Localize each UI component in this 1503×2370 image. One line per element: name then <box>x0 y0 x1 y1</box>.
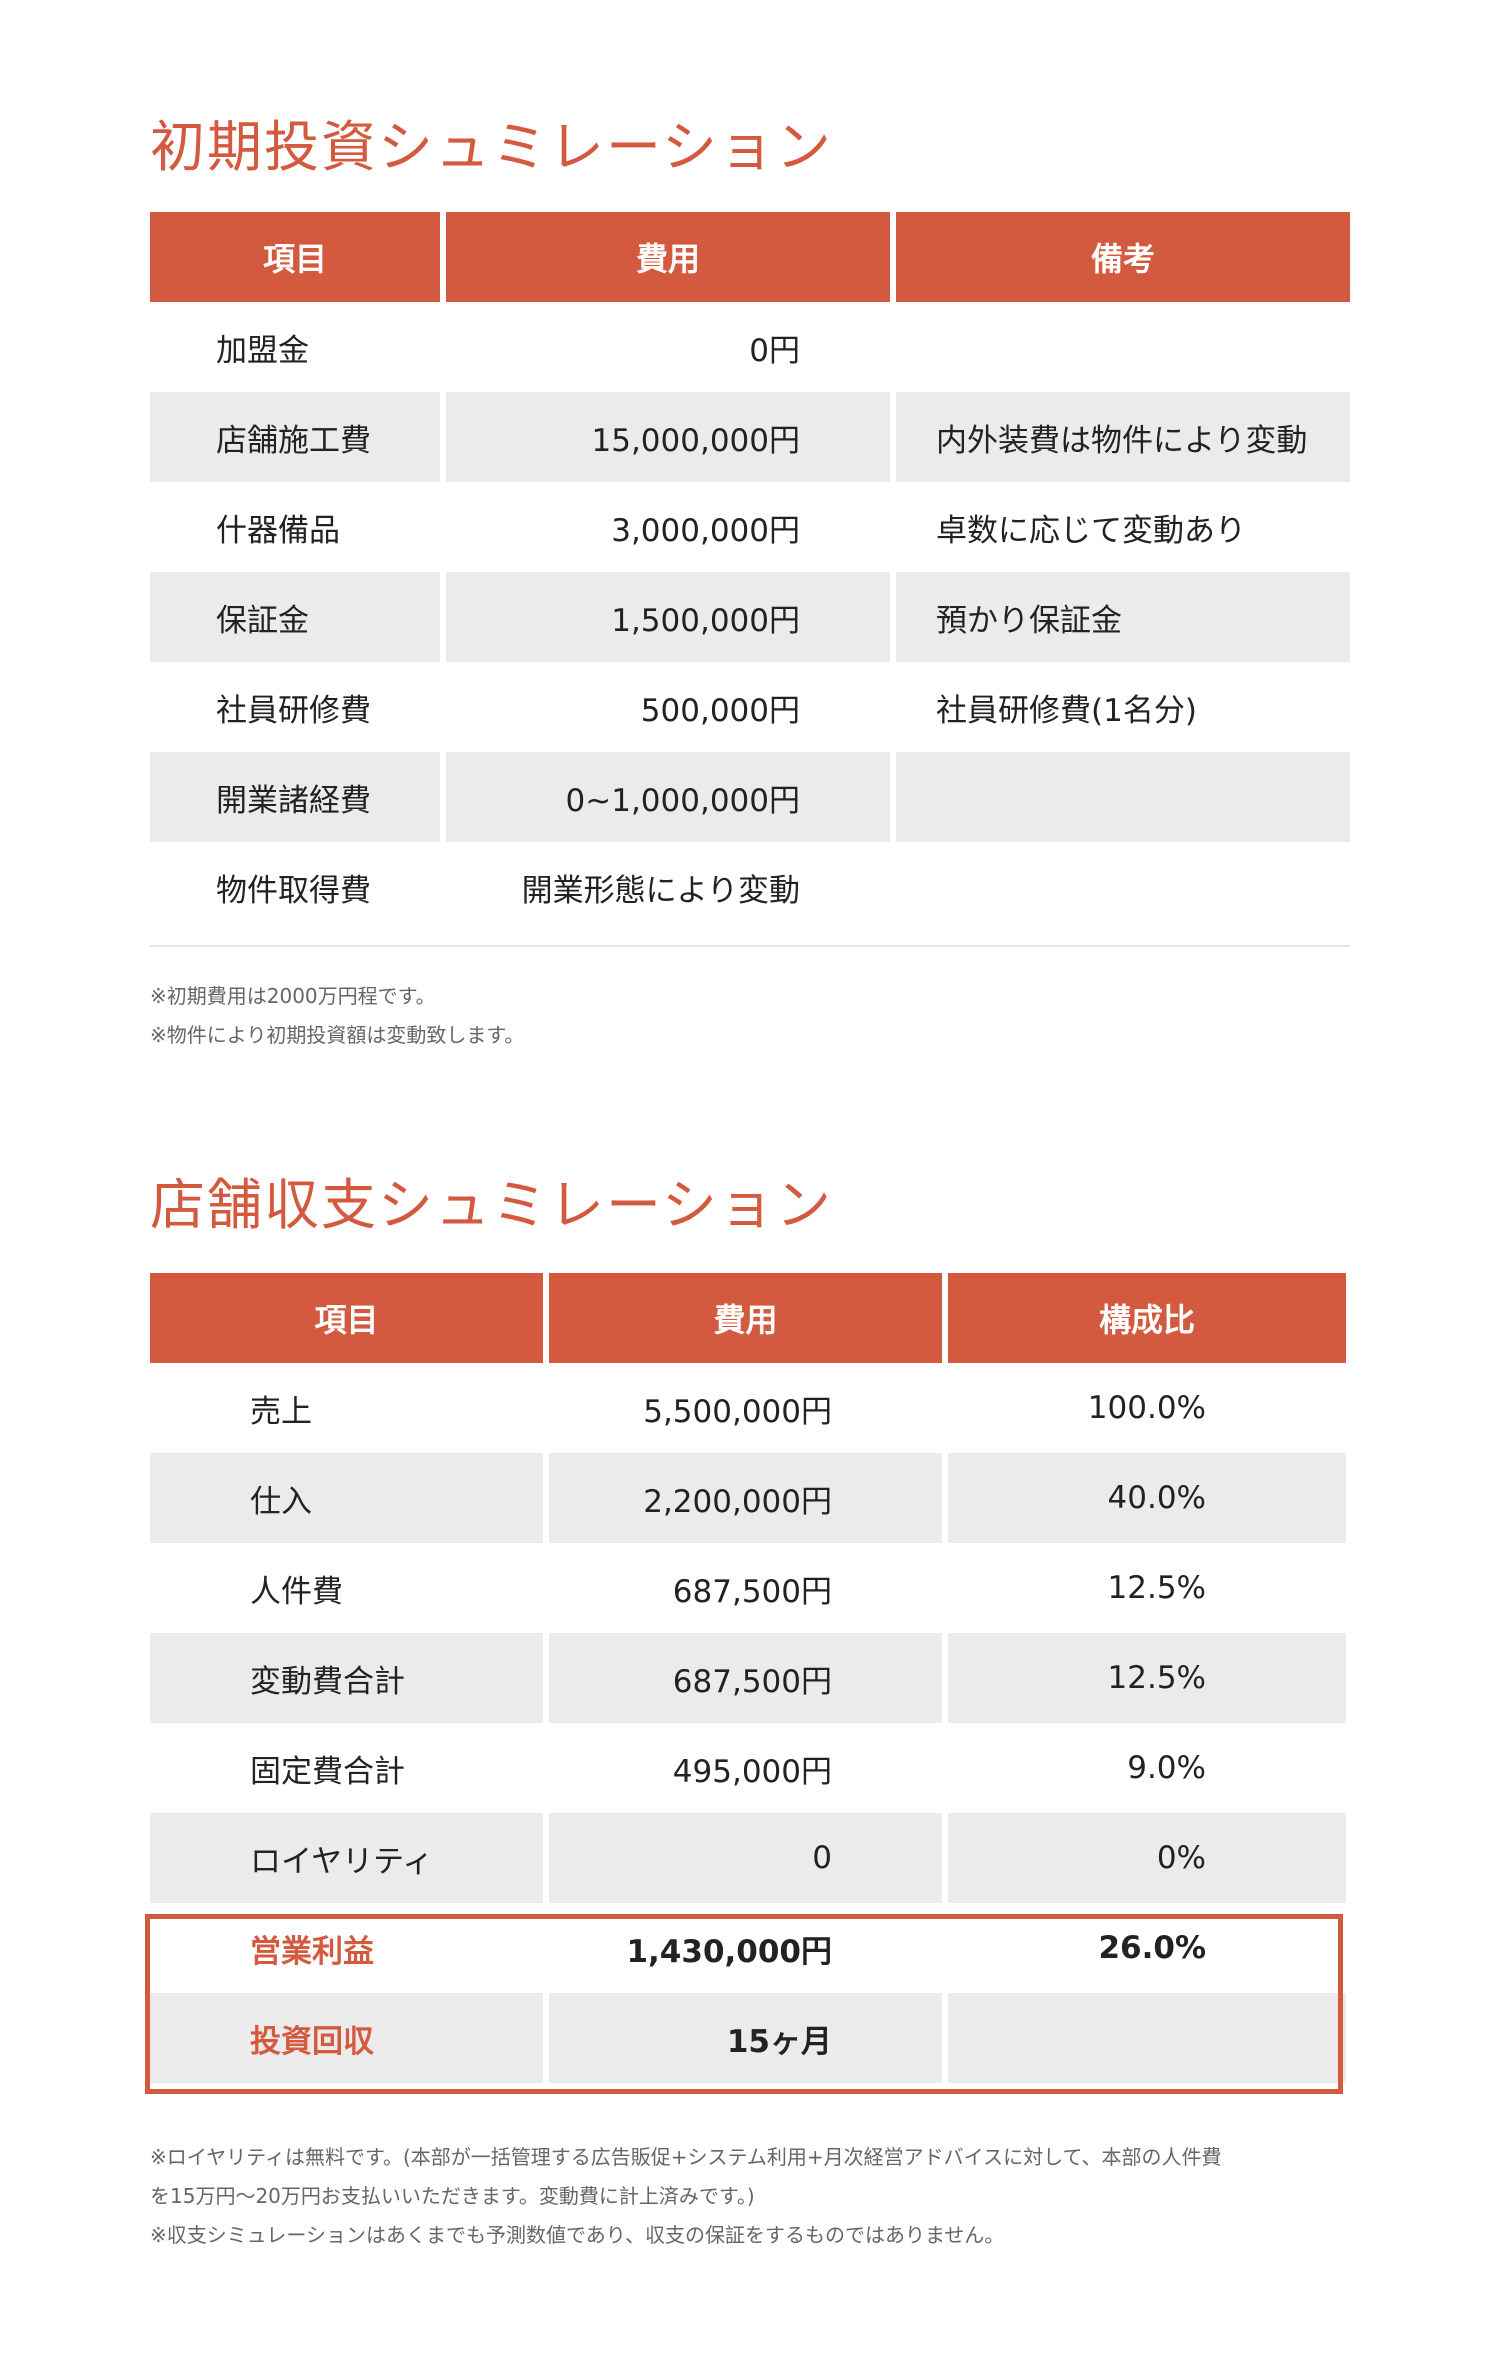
note-line: ※物件により初期投資額は変動致します。 <box>150 1023 525 1047</box>
row-item: 売上 <box>250 1393 312 1430</box>
note-line: ※ロイヤリティは無料です。(本部が一括管理する広告販促+システム利用+月次経営ア… <box>150 2145 1222 2169</box>
row-cost: 15,000,000円 <box>446 392 890 482</box>
store-revenue-title: 店舗収支シュミレーション <box>150 1173 833 1237</box>
row-ratio: 9.0% <box>1127 1750 1206 1786</box>
row-cost: 15ヶ月 <box>549 1993 942 2083</box>
table-row: 加盟金 0円 <box>150 302 1350 392</box>
row-ratio: 40.0% <box>948 1453 1346 1543</box>
row-cost: 500,000円 <box>640 692 800 729</box>
row-item: 仕入 <box>150 1453 543 1543</box>
row-item: 人件費 <box>250 1573 343 1610</box>
table-header: 項目 費用 構成比 <box>150 1273 1350 1363</box>
row-cost: 3,000,000円 <box>611 512 800 549</box>
table-row: 保証金 1,500,000円 預かり保証金 <box>150 572 1350 662</box>
highlight-frame <box>145 1914 1343 2094</box>
row-item: 什器備品 <box>216 512 340 549</box>
row-item: 保証金 <box>150 572 440 662</box>
row-note: 社員研修費(1名分) <box>936 692 1197 729</box>
initial-investment-title: 初期投資シュミレーション <box>150 115 833 179</box>
row-cost: 687,500円 <box>549 1633 942 1723</box>
store-revenue-notes: ※ロイヤリティは無料です。(本部が一括管理する広告販促+システム利用+月次経営ア… <box>150 2138 1350 2255</box>
row-note: 預かり保証金 <box>896 572 1350 662</box>
row-cost: 5,500,000円 <box>643 1393 832 1430</box>
header-note: 備考 <box>896 212 1350 302</box>
row-ratio: 26.0% <box>1098 1930 1206 1966</box>
row-cost: 495,000円 <box>672 1753 832 1790</box>
table-row: 什器備品 3,000,000円 卓数に応じて変動あり <box>150 482 1350 572</box>
table-row: 仕入 2,200,000円 40.0% <box>150 1453 1350 1543</box>
header-item: 項目 <box>150 212 440 302</box>
table-row: ロイヤリティ 0 0% <box>150 1813 1350 1903</box>
row-cost: 1,430,000円 <box>626 1933 832 1970</box>
table-header: 項目 費用 備考 <box>150 212 1350 302</box>
row-item: 店舗施工費 <box>150 392 440 482</box>
investment-payback-row: 投資回収 15ヶ月 <box>150 1993 1350 2083</box>
row-item: 変動費合計 <box>150 1633 543 1723</box>
row-cost: 0~1,000,000円 <box>446 752 890 842</box>
note-line: を15万円〜20万円お支払いいただきます。変動費に計上済みです。) <box>150 2184 755 2208</box>
table-row: 人件費 687,500円 12.5% <box>150 1543 1350 1633</box>
table-divider <box>150 945 1350 947</box>
row-ratio: 12.5% <box>948 1633 1346 1723</box>
row-item: 加盟金 <box>216 332 309 369</box>
initial-investment-notes: ※初期費用は2000万円程です。 ※物件により初期投資額は変動致します。 <box>150 977 1350 1055</box>
row-cost: 0 <box>549 1813 942 1903</box>
table-row: 店舗施工費 15,000,000円 内外装費は物件により変動 <box>150 392 1350 482</box>
row-cost: 0円 <box>749 332 800 369</box>
table-row: 物件取得費 開業形態により変動 <box>150 842 1350 932</box>
row-ratio: 100.0% <box>1087 1390 1206 1426</box>
row-ratio: 12.5% <box>1107 1570 1206 1606</box>
row-note <box>896 302 1350 392</box>
row-item: ロイヤリティ <box>150 1813 543 1903</box>
row-note: 内外装費は物件により変動 <box>896 392 1350 482</box>
row-cost: 開業形態により変動 <box>521 872 800 909</box>
row-ratio <box>948 1993 1346 2083</box>
row-item: 物件取得費 <box>216 872 371 909</box>
table-row: 売上 5,500,000円 100.0% <box>150 1363 1350 1453</box>
row-item: 開業諸経費 <box>150 752 440 842</box>
row-note: 卓数に応じて変動あり <box>936 512 1246 549</box>
row-cost: 1,500,000円 <box>446 572 890 662</box>
header-item: 項目 <box>150 1273 543 1363</box>
row-item: 営業利益 <box>250 1933 374 1970</box>
row-item: 投資回収 <box>150 1993 543 2083</box>
row-cost: 2,200,000円 <box>549 1453 942 1543</box>
table-row: 固定費合計 495,000円 9.0% <box>150 1723 1350 1813</box>
row-cost: 687,500円 <box>672 1573 832 1610</box>
row-note <box>896 752 1350 842</box>
row-item: 社員研修費 <box>216 692 371 729</box>
header-cost: 費用 <box>446 212 890 302</box>
operating-profit-row: 営業利益 1,430,000円 26.0% <box>150 1903 1350 1993</box>
header-ratio: 構成比 <box>948 1273 1346 1363</box>
header-cost: 費用 <box>549 1273 942 1363</box>
note-line: ※収支シミュレーションはあくまでも予測数値であり、収支の保証をするものではありま… <box>150 2223 1005 2247</box>
row-ratio: 0% <box>948 1813 1346 1903</box>
initial-investment-table: 項目 費用 備考 加盟金 0円 店舗施工費 15,000,000円 内外装費は物… <box>150 212 1350 932</box>
table-row: 変動費合計 687,500円 12.5% <box>150 1633 1350 1723</box>
row-note <box>896 842 1350 932</box>
row-item: 固定費合計 <box>250 1753 405 1790</box>
table-row: 開業諸経費 0~1,000,000円 <box>150 752 1350 842</box>
store-revenue-table: 項目 費用 構成比 売上 5,500,000円 100.0% 仕入 2,200,… <box>150 1273 1350 2083</box>
table-row: 社員研修費 500,000円 社員研修費(1名分) <box>150 662 1350 752</box>
note-line: ※初期費用は2000万円程です。 <box>150 984 436 1008</box>
